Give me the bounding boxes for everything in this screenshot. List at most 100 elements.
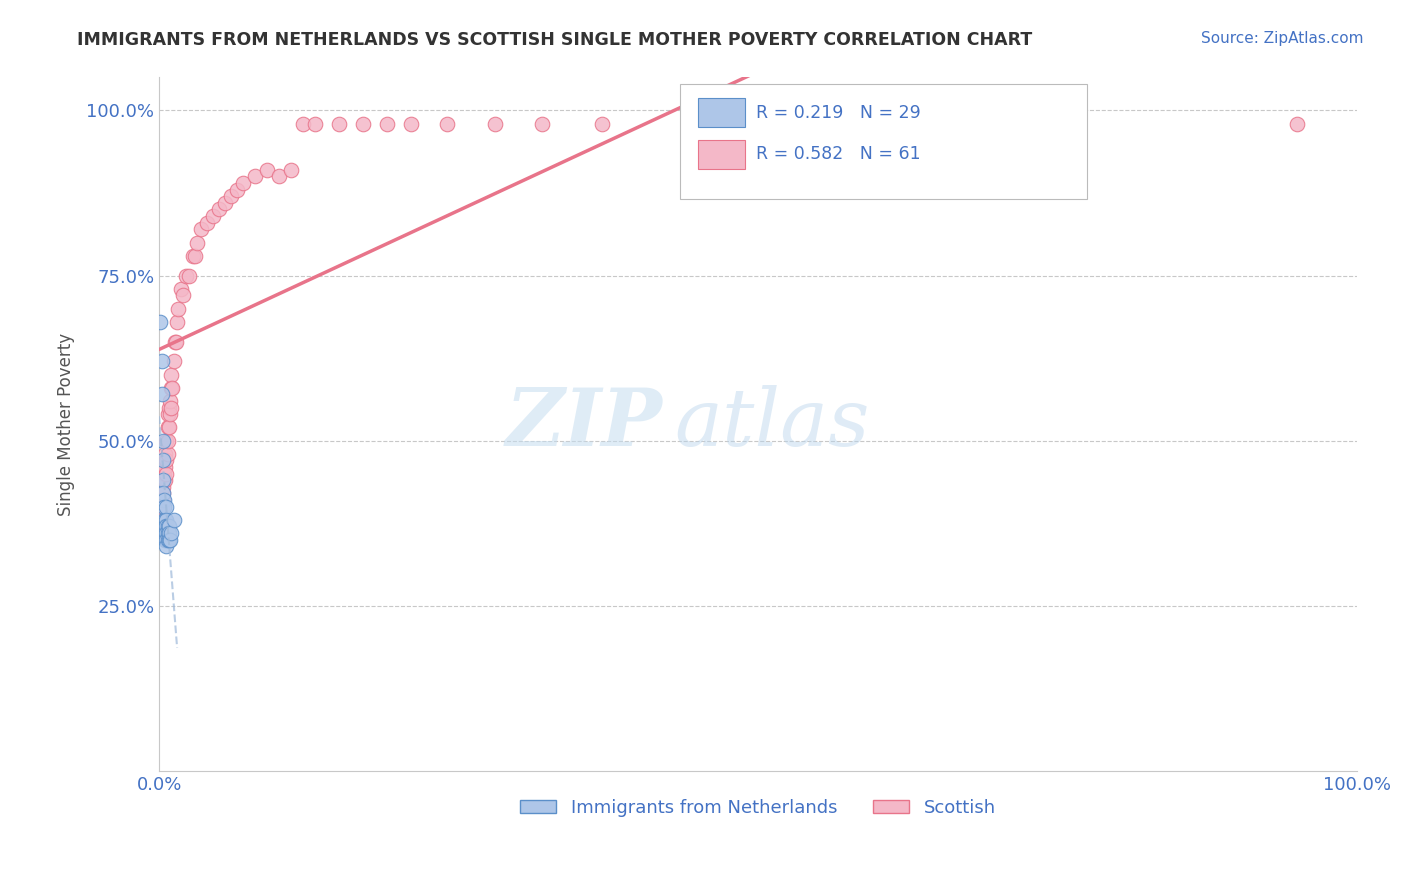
Point	[167, 301, 190, 316]
Point	[157, 519, 180, 533]
Point	[155, 434, 177, 448]
Point	[155, 526, 177, 541]
Point	[153, 513, 176, 527]
Point	[155, 533, 177, 547]
Point	[219, 189, 242, 203]
Point	[153, 526, 176, 541]
Point	[195, 216, 218, 230]
Point	[232, 176, 254, 190]
Point	[159, 533, 181, 547]
Point	[328, 117, 350, 131]
Point	[162, 513, 184, 527]
Point	[352, 117, 374, 131]
Point	[190, 222, 212, 236]
Point	[159, 407, 181, 421]
Point	[149, 315, 172, 329]
Point	[153, 467, 176, 481]
Point	[155, 513, 177, 527]
Point	[150, 500, 173, 514]
Text: ZIP: ZIP	[505, 385, 662, 463]
Point	[153, 460, 176, 475]
Point	[156, 533, 179, 547]
Point	[186, 235, 208, 250]
Point	[160, 526, 183, 541]
FancyBboxPatch shape	[681, 85, 1087, 199]
Point	[172, 288, 194, 302]
Point	[155, 519, 177, 533]
FancyBboxPatch shape	[699, 98, 745, 128]
Point	[152, 493, 174, 508]
Point	[291, 117, 314, 131]
Point	[174, 268, 197, 283]
Point	[149, 513, 172, 527]
Point	[162, 354, 184, 368]
Point	[162, 381, 184, 395]
Point	[156, 447, 179, 461]
Point	[159, 394, 181, 409]
Text: IMMIGRANTS FROM NETHERLANDS VS SCOTTISH SINGLE MOTHER POVERTY CORRELATION CHART: IMMIGRANTS FROM NETHERLANDS VS SCOTTISH …	[77, 31, 1032, 49]
FancyBboxPatch shape	[699, 140, 745, 169]
Point	[375, 117, 398, 131]
Point	[153, 500, 176, 514]
Point	[256, 162, 278, 177]
Point	[531, 117, 554, 131]
Point	[152, 480, 174, 494]
Point	[177, 268, 200, 283]
Y-axis label: Single Mother Poverty: Single Mother Poverty	[58, 333, 75, 516]
Point	[153, 453, 176, 467]
Point	[166, 315, 188, 329]
Point	[152, 486, 174, 500]
Text: atlas: atlas	[675, 385, 869, 463]
Point	[181, 249, 204, 263]
Point	[157, 526, 180, 541]
Text: R = 0.582   N = 61: R = 0.582 N = 61	[755, 145, 921, 163]
Point	[184, 249, 207, 263]
Text: R = 0.219   N = 29: R = 0.219 N = 29	[755, 103, 921, 122]
Point	[163, 334, 186, 349]
Point	[152, 453, 174, 467]
Point	[155, 500, 177, 514]
Point	[170, 282, 193, 296]
Point	[156, 519, 179, 533]
Point	[304, 117, 326, 131]
Point	[156, 407, 179, 421]
Point	[160, 368, 183, 382]
Point	[155, 467, 177, 481]
Point	[280, 162, 302, 177]
Point	[156, 526, 179, 541]
Point	[208, 202, 231, 217]
Point	[152, 434, 174, 448]
Point	[214, 195, 236, 210]
Point	[436, 117, 458, 131]
Point	[152, 473, 174, 487]
Point	[153, 473, 176, 487]
Point	[153, 533, 176, 547]
Point	[591, 117, 613, 131]
Point	[1286, 117, 1309, 131]
Point	[157, 533, 180, 547]
Point	[399, 117, 422, 131]
Legend: Immigrants from Netherlands, Scottish: Immigrants from Netherlands, Scottish	[513, 791, 1004, 824]
Point	[243, 169, 266, 184]
Point	[156, 434, 179, 448]
Point	[202, 209, 225, 223]
Point	[153, 447, 176, 461]
Point	[160, 401, 183, 415]
Point	[153, 493, 176, 508]
Point	[150, 354, 173, 368]
Point	[152, 486, 174, 500]
Point	[153, 513, 176, 527]
Point	[267, 169, 290, 184]
Point	[165, 334, 187, 349]
Point	[155, 539, 177, 553]
Point	[157, 420, 180, 434]
Point	[157, 401, 180, 415]
Point	[150, 387, 173, 401]
Point	[484, 117, 506, 131]
Point	[226, 183, 249, 197]
Text: Source: ZipAtlas.com: Source: ZipAtlas.com	[1201, 31, 1364, 46]
Point	[156, 420, 179, 434]
Point	[155, 453, 177, 467]
Point	[153, 519, 176, 533]
Point	[160, 381, 183, 395]
